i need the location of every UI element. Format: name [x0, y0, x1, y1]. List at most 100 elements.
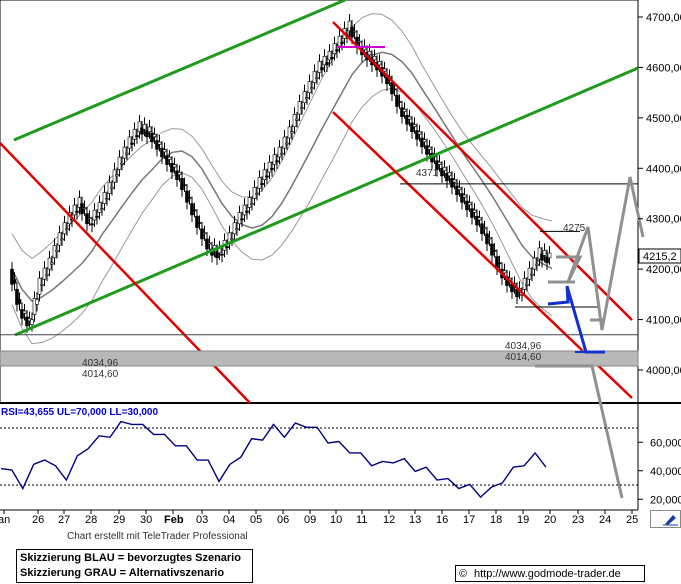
candle-body: [202, 232, 207, 235]
candle-body: [167, 156, 172, 160]
annotation-label: 4275: [563, 223, 586, 234]
x-tick-label: 25: [626, 514, 638, 526]
x-tick-label: 03: [196, 514, 208, 526]
y-tick-label: 4300,00: [646, 214, 681, 226]
x-tick-label: 06: [277, 514, 289, 526]
candle-body: [260, 183, 264, 185]
y-tick-label: 4700,00: [646, 12, 681, 24]
x-axis-ticks: an 26 27 28 29 30 Feb 03 04 05 06 09 10 11 12 13 16 17 18 1…: [0, 510, 638, 526]
candle-body: [240, 218, 244, 221]
candle-body: [172, 164, 177, 168]
candle-body: [220, 253, 224, 256]
candle-body: [127, 136, 132, 149]
candle-body: [157, 141, 162, 145]
candle-body: [95, 215, 99, 218]
annotation-label: 4371: [416, 168, 439, 179]
candle-body: [407, 116, 412, 120]
candle-body: [435, 160, 439, 170]
candle-body: [275, 160, 279, 163]
x-tick-label: an: [0, 514, 10, 526]
candle-body: [477, 217, 482, 221]
candle-body: [42, 267, 47, 280]
x-tick-label: 24: [599, 514, 611, 526]
candle-body: [17, 299, 22, 304]
candle-body: [322, 56, 327, 66]
candle-body: [522, 277, 527, 290]
x-tick-label: 19: [517, 514, 529, 526]
candle-body: [155, 140, 159, 150]
candle-body: [137, 121, 142, 133]
red-channel-lower: [332, 111, 633, 399]
rsi-line: [0, 420, 547, 499]
candle-body: [445, 173, 449, 182]
candle-body: [535, 263, 539, 266]
rsi-y-tick-label: 20,000: [650, 494, 681, 506]
candle-body: [532, 257, 537, 270]
annotation-label-left: 4014,60: [82, 369, 119, 380]
candle-body: [542, 250, 547, 256]
candle-body: [135, 135, 139, 138]
candle-body: [547, 252, 552, 259]
candle-body: [12, 278, 17, 284]
candle-body: [530, 273, 534, 276]
x-tick-label: 28: [85, 514, 97, 526]
candle-body: [55, 249, 59, 252]
candle-body: [20, 309, 24, 319]
candle-body: [45, 273, 49, 276]
candle-body: [272, 154, 277, 165]
candle-body: [290, 131, 294, 134]
candle-body: [475, 215, 479, 226]
candle-body: [120, 162, 124, 165]
scenario-sketches: [535, 176, 645, 499]
candle-body: [307, 81, 312, 93]
candle-body: [92, 209, 97, 221]
candle-body: [35, 299, 39, 305]
x-tick-label: 20: [544, 514, 556, 526]
green-channel-lower: [14, 66, 639, 337]
candle-body: [150, 132, 154, 143]
candle-body: [447, 172, 452, 177]
candle-body: [490, 243, 494, 256]
candle-body: [207, 242, 212, 245]
candle-body: [312, 71, 317, 83]
candle-body: [65, 228, 69, 231]
candle-body: [105, 198, 109, 200]
candle-body: [465, 200, 469, 211]
candle-body: [62, 222, 67, 235]
candle-body: [140, 127, 144, 135]
annotation-label: 4034,96: [505, 341, 542, 352]
copyright-icon: ©: [459, 568, 468, 580]
candle-body: [145, 130, 149, 138]
candle-body: [245, 210, 249, 213]
corner-button[interactable]: [650, 510, 681, 528]
candle-body: [537, 247, 542, 260]
candle-body: [310, 87, 314, 89]
candle-body: [405, 115, 409, 125]
rsi-y-tick-label: 60,000: [650, 437, 681, 449]
candle-body: [32, 298, 37, 315]
candle-body: [50, 262, 54, 265]
candle-body: [175, 170, 179, 180]
candle-body: [467, 202, 472, 206]
x-tick-label: Feb: [164, 514, 184, 526]
x-tick-label: 10: [330, 514, 342, 526]
candle-body: [437, 161, 442, 165]
candle-body: [122, 146, 127, 159]
candle-body: [330, 57, 334, 59]
candle-body: [185, 190, 189, 203]
source-url[interactable]: © http://www.godmode-trader.de: [455, 565, 645, 582]
candle-body: [90, 223, 94, 226]
x-tick-label: 29: [113, 514, 125, 526]
grey-scenario-down: [535, 364, 624, 499]
candle-body: [82, 207, 87, 209]
candle-body: [15, 289, 19, 305]
moving-average: [11, 51, 553, 302]
x-tick-label: 18: [490, 514, 502, 526]
candle-body: [115, 174, 119, 177]
candle-body: [195, 215, 199, 228]
candle-body: [102, 192, 107, 204]
candle-body: [97, 202, 102, 213]
x-tick-label: 27: [58, 514, 70, 526]
candle-body: [545, 256, 549, 264]
